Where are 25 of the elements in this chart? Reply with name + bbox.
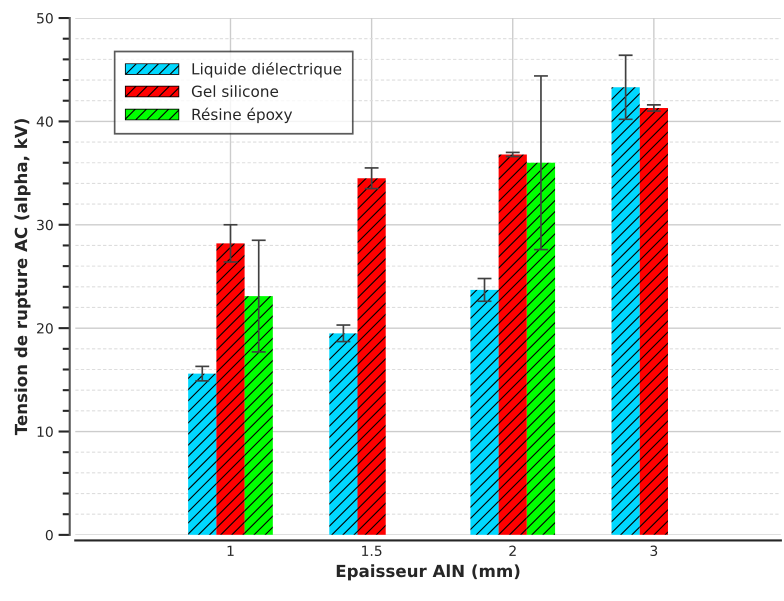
x-tick-label: 1.5 xyxy=(362,546,382,556)
bar xyxy=(612,87,640,535)
bar xyxy=(244,296,273,535)
x-tick-label: 2 xyxy=(509,546,516,556)
legend-label: Liquide diélectrique xyxy=(192,62,342,78)
x-tick-label: 3 xyxy=(650,546,658,556)
y-tick-label: 40 xyxy=(36,116,53,127)
y-tick-label: 30 xyxy=(37,220,53,230)
y-tick-label: 20 xyxy=(37,323,53,334)
y-tick-label: 0 xyxy=(46,530,53,540)
y-tick-label: 50 xyxy=(37,13,53,24)
legend-label: Résine époxy xyxy=(192,108,292,124)
legend-label: Gel silicone xyxy=(192,85,278,98)
bar xyxy=(216,243,245,535)
y-axis-title: Tension de rupture AC (alpha, kV) xyxy=(14,119,31,436)
bar xyxy=(329,333,358,535)
x-tick-label: 1 xyxy=(228,546,234,556)
bar xyxy=(526,162,556,535)
bar xyxy=(358,178,386,535)
bar xyxy=(470,290,499,535)
bar xyxy=(188,374,216,535)
x-axis-title: Epaisseur AlN (mm) xyxy=(336,564,520,580)
bar xyxy=(498,154,527,535)
y-tick-label: 10 xyxy=(38,426,53,437)
bar xyxy=(640,108,668,535)
